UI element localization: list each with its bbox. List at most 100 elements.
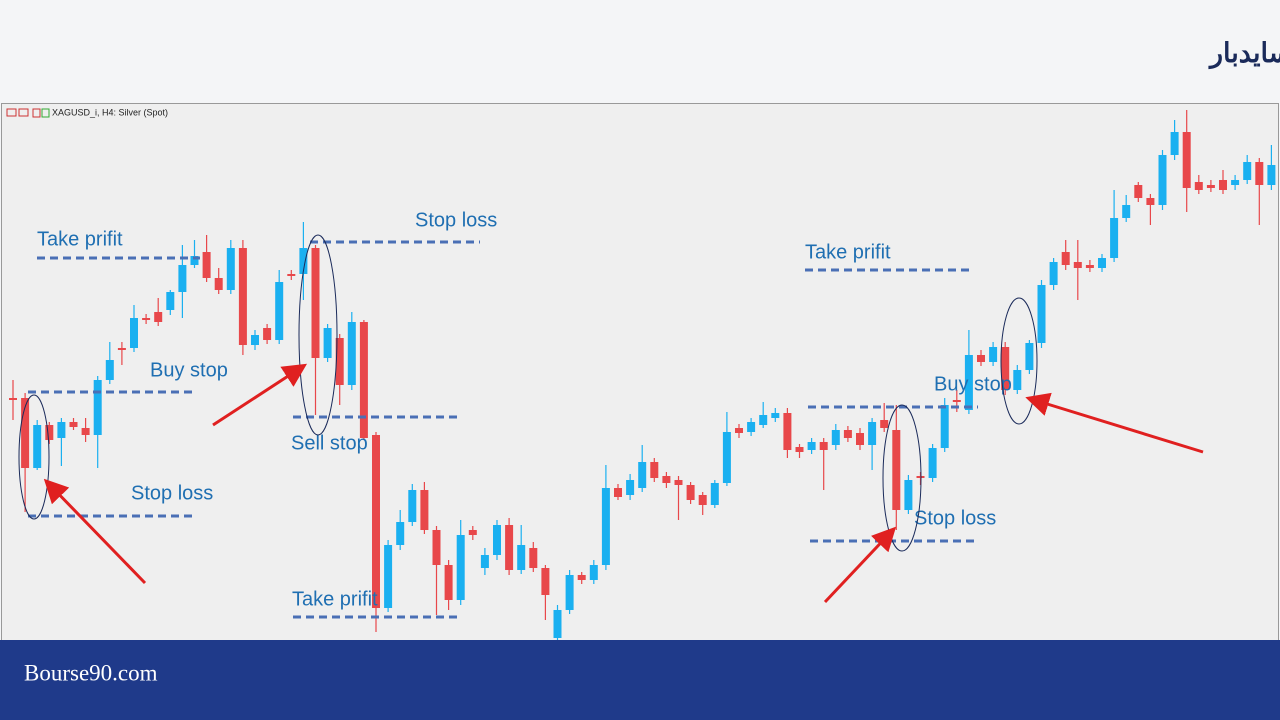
candle-body — [614, 488, 622, 497]
candle-body — [1194, 182, 1203, 190]
candle-body — [1158, 155, 1167, 205]
candle-body — [45, 425, 54, 440]
candle-body — [1110, 218, 1119, 258]
candle-body — [1025, 343, 1034, 370]
site-name: Bourse90.com — [24, 660, 158, 685]
candle-body — [214, 278, 223, 290]
candle-body — [710, 483, 719, 505]
candle-body — [589, 565, 598, 580]
candle-body — [1219, 180, 1227, 190]
candle-body — [202, 252, 211, 278]
candle-body — [335, 338, 344, 385]
candle-body — [650, 462, 659, 478]
candle-body — [420, 490, 429, 530]
candle-body — [396, 522, 405, 545]
candles — [9, 110, 1276, 640]
candle-body — [626, 480, 635, 495]
candle-body — [904, 480, 913, 510]
candle-body — [638, 462, 647, 488]
candle-body — [81, 428, 90, 435]
candle-body — [33, 425, 42, 468]
candle-body — [1122, 205, 1131, 218]
candle-body — [287, 274, 296, 276]
candle-body — [408, 490, 417, 522]
candle-body — [166, 292, 175, 310]
candle-body — [505, 525, 514, 570]
annotation: Stop loss — [914, 507, 996, 529]
candle-body — [1098, 258, 1106, 268]
candle-body — [517, 545, 526, 570]
candle-body — [323, 328, 332, 358]
candle-body — [1085, 265, 1094, 268]
candle-body — [117, 348, 126, 350]
candle-body — [238, 248, 247, 345]
candle-body — [1001, 347, 1010, 390]
candle-body — [565, 575, 574, 610]
candle-body — [1170, 132, 1179, 155]
candle-body — [928, 448, 937, 478]
annotation: Take prifit — [37, 228, 123, 250]
candle-body — [1037, 285, 1046, 343]
annotation: Buy stop — [150, 359, 228, 381]
candle-body — [263, 328, 272, 340]
candle-body — [493, 525, 501, 555]
candle-body — [21, 398, 30, 468]
candle-body — [940, 405, 949, 448]
annotation: Take prifit — [292, 588, 378, 610]
candle-body — [1134, 185, 1143, 198]
annotation: Stop loss — [415, 209, 497, 231]
candle-body — [686, 485, 695, 500]
candle-body — [747, 422, 756, 432]
candle-body — [759, 415, 768, 425]
candle-body — [1206, 185, 1215, 188]
candle-body — [674, 480, 683, 485]
annotation: Stop loss — [131, 482, 213, 504]
candle-body — [372, 435, 380, 608]
candle-body — [105, 360, 114, 380]
candle-body — [1243, 162, 1252, 180]
candle-body — [480, 555, 489, 568]
candle-body — [130, 318, 138, 348]
chart-panel — [1, 103, 1279, 641]
candle-body — [843, 430, 852, 438]
symbol-label: XAGUSD_i, H4: Silver (Spot) — [52, 107, 168, 117]
candle-body — [384, 545, 393, 608]
candle-body — [1073, 262, 1082, 268]
candle-body — [93, 380, 102, 435]
annotations: Take prifit Buy stop Stop loss Stop loss… — [18, 209, 1204, 619]
arrow — [212, 363, 308, 427]
candle-body — [735, 428, 743, 433]
candle-body — [154, 312, 163, 322]
candle-body — [251, 335, 259, 345]
annotation: Take prifit — [805, 241, 891, 263]
candle-body — [1013, 370, 1022, 390]
candle-body — [989, 347, 998, 362]
candle-body — [577, 575, 586, 580]
highlight — [18, 394, 50, 520]
candle-body — [952, 400, 961, 402]
header — [0, 0, 1280, 100]
candle-body — [831, 430, 840, 445]
annotation: Sell stop — [291, 432, 368, 454]
title: استراتژی معاملاتی با الگوی کندلی اینساید… — [1208, 37, 1280, 70]
icon — [6, 108, 17, 117]
candle-body — [771, 413, 780, 418]
candle-body — [662, 476, 671, 483]
highlight — [1000, 297, 1038, 425]
candle-body — [299, 248, 308, 274]
candle-body — [819, 442, 828, 450]
candle-body — [178, 265, 187, 292]
candle-body — [541, 568, 550, 595]
candle-body — [529, 548, 538, 568]
candle-body — [892, 430, 901, 510]
candle-body — [1255, 162, 1264, 185]
annotation: Buy stop — [934, 373, 1012, 395]
candle-body — [456, 535, 465, 600]
candle-body — [142, 318, 151, 320]
candle-body — [1146, 198, 1155, 205]
candle-body — [1061, 252, 1070, 265]
candle-body — [9, 398, 17, 400]
icon — [18, 108, 29, 117]
